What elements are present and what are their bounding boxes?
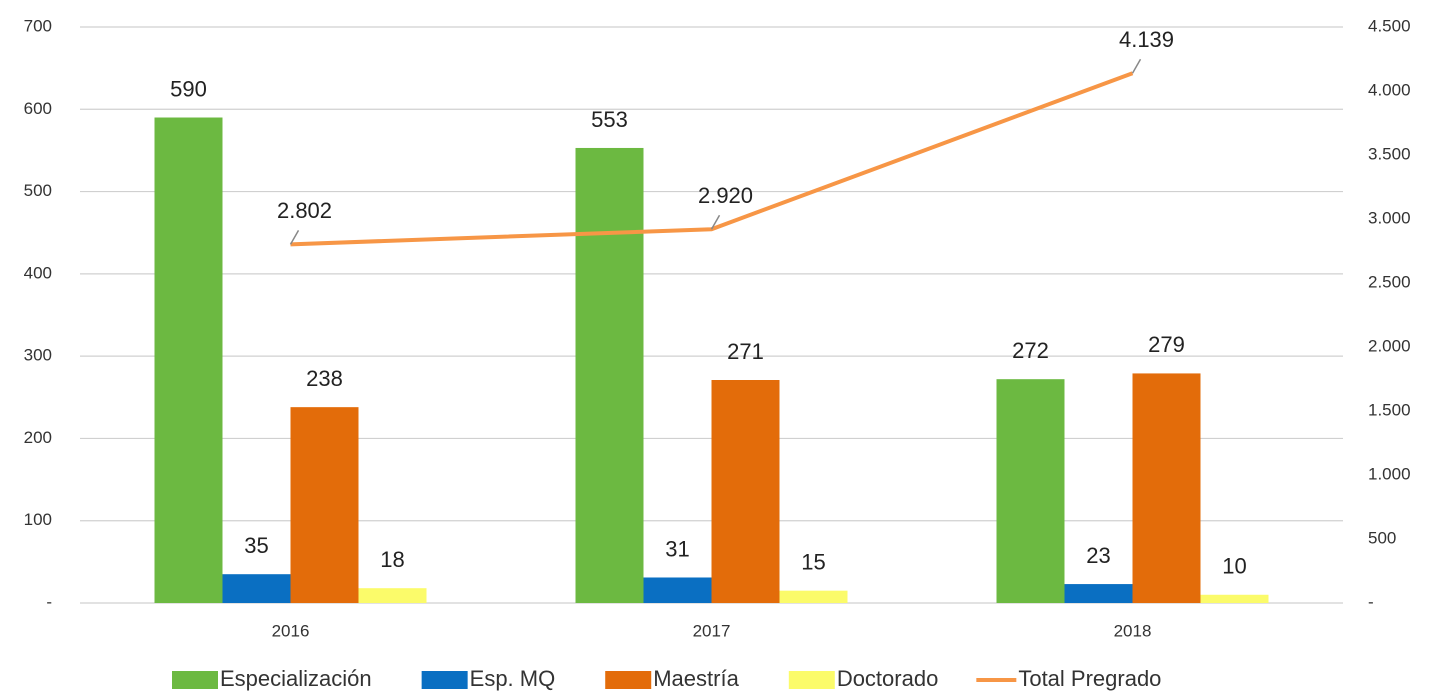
y2-tick-label: 4.500: [1368, 16, 1411, 35]
y-tick-label: 200: [24, 428, 52, 447]
data-label: 35: [244, 533, 268, 558]
y-tick-label: 700: [24, 16, 52, 35]
y2-tick-label: 2.000: [1368, 336, 1411, 355]
y2-tick-label: 500: [1368, 528, 1396, 547]
bar: [643, 577, 712, 603]
leader-line: [289, 229, 300, 245]
x-tick-label: 2016: [272, 621, 310, 640]
data-label: 590: [170, 76, 207, 101]
data-label: 2.802: [277, 198, 332, 223]
data-label: 238: [306, 366, 343, 391]
bar: [711, 380, 780, 603]
bar: [1064, 584, 1133, 603]
data-label: 2.920: [698, 183, 753, 208]
bar: [1200, 594, 1269, 603]
leader-line: [1131, 58, 1142, 74]
data-label: 23: [1086, 543, 1110, 568]
y-tick-label: 400: [24, 263, 52, 282]
legend-label: Esp. MQ: [470, 666, 556, 691]
leader-line: [710, 214, 721, 230]
y2-tick-label: 1.000: [1368, 464, 1411, 483]
bar: [222, 574, 291, 603]
y2-tick-label: 4.000: [1368, 80, 1411, 99]
bar: [1132, 373, 1201, 603]
data-label: 553: [591, 107, 628, 132]
legend-marker: [605, 671, 652, 689]
legend-marker: [788, 671, 835, 689]
y-tick-label: -: [46, 592, 52, 611]
x-tick-label: 2018: [1114, 621, 1152, 640]
data-label: 10: [1222, 554, 1246, 579]
legend-label: Doctorado: [837, 666, 939, 691]
y2-tick-label: 1.500: [1368, 400, 1411, 419]
y2-tick-label: 3.000: [1368, 208, 1411, 227]
data-label: 18: [380, 547, 404, 572]
data-label: 279: [1148, 332, 1185, 357]
data-label: 15: [801, 549, 825, 574]
data-label: 271: [727, 339, 764, 364]
legend-label: Total Pregrado: [1018, 666, 1161, 691]
bar: [290, 407, 359, 603]
y-tick-label: 500: [24, 181, 52, 200]
y2-tick-label: 3.500: [1368, 144, 1411, 163]
data-label: 31: [665, 536, 689, 561]
legend-marker: [172, 671, 218, 689]
y-tick-label: 600: [24, 99, 52, 118]
bar: [779, 590, 848, 603]
data-label: 272: [1012, 338, 1049, 363]
bar: [154, 117, 223, 603]
bar: [358, 588, 427, 603]
legend-label: Especialización: [220, 666, 372, 691]
y2-tick-label: 2.500: [1368, 272, 1411, 291]
legend-marker: [421, 671, 468, 689]
line: [290, 71, 1134, 247]
data-label: 4.139: [1119, 27, 1174, 52]
legend-label: Maestría: [653, 666, 739, 691]
bar: [996, 379, 1065, 603]
y-tick-label: 100: [24, 510, 52, 529]
y-tick-label: 300: [24, 346, 52, 365]
x-tick-label: 2017: [693, 621, 731, 640]
bar: [575, 147, 644, 603]
y2-tick-label: -: [1368, 592, 1374, 611]
